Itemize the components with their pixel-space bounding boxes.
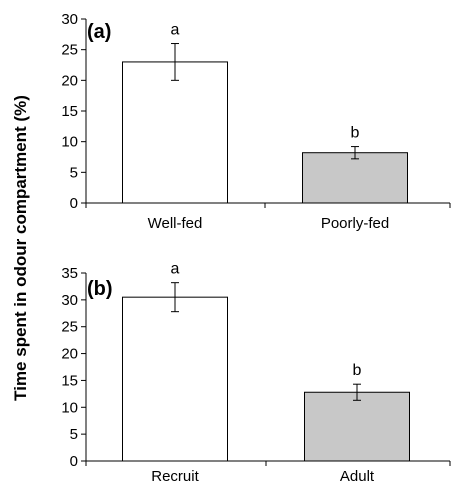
chart-panel-b: 0 5 10 15 20 25 30 35 a Recruit b Adult (b) bbox=[61, 261, 451, 485]
chart-panels: 0 5 10 15 20 25 30 a Well-fed b Poorly-fed (a) 0 5 10 1… bbox=[61, 11, 451, 485]
significance-letter: b bbox=[353, 362, 362, 379]
chart-panel-a: 0 5 10 15 20 25 30 a Well-fed b Poorly-fed (a) bbox=[61, 11, 451, 232]
y-tick-label: 5 bbox=[70, 426, 78, 443]
y-tick-label: 30 bbox=[61, 292, 78, 309]
panel-label: (b) bbox=[87, 278, 113, 300]
y-tick-label: 25 bbox=[61, 42, 78, 59]
bar-adult bbox=[304, 391, 410, 462]
y-tick-label: 25 bbox=[61, 319, 78, 336]
y-tick-label: 15 bbox=[61, 103, 78, 120]
y-tick-label: 35 bbox=[61, 265, 78, 282]
category-label: Adult bbox=[340, 468, 375, 485]
significance-letter: b bbox=[351, 125, 360, 142]
category-label: Well-fed bbox=[148, 215, 203, 232]
y-axis-label: Time spent in odour compartment (%) bbox=[11, 95, 30, 401]
y-tick-label: 20 bbox=[61, 72, 78, 89]
panel-label: (a) bbox=[87, 21, 111, 43]
bar-well-fed bbox=[122, 61, 228, 204]
y-tick-label: 5 bbox=[70, 164, 78, 181]
category-label: Poorly-fed bbox=[321, 215, 389, 232]
y-tick-label: 15 bbox=[61, 372, 78, 389]
bar-poorly-fed bbox=[302, 152, 408, 204]
y-tick-label: 20 bbox=[61, 346, 78, 363]
significance-letter: a bbox=[171, 261, 180, 278]
y-tick-label: 0 bbox=[70, 195, 78, 212]
y-tick-label: 30 bbox=[61, 11, 78, 28]
category-label: Recruit bbox=[151, 468, 199, 485]
y-tick-label: 10 bbox=[61, 399, 78, 416]
bar-recruit bbox=[122, 296, 228, 462]
y-tick-label: 10 bbox=[61, 134, 78, 151]
significance-letter: a bbox=[171, 22, 180, 39]
y-tick-label: 0 bbox=[70, 453, 78, 470]
